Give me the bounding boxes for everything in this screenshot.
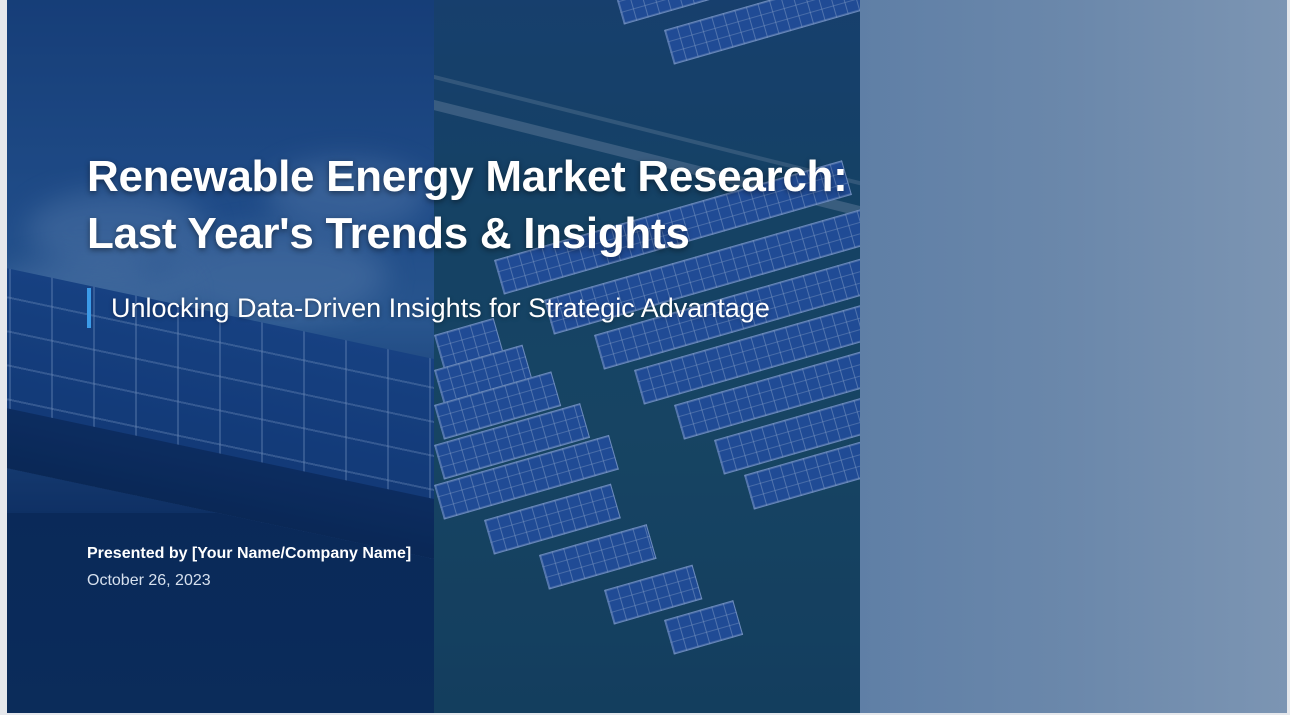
slide-title: Renewable Energy Market Research: Last Y… — [87, 148, 927, 262]
presentation-date: October 26, 2023 — [87, 572, 211, 589]
title-block: Renewable Energy Market Research: Last Y… — [87, 148, 927, 328]
presenter-name: Presented by [Your Name/Company Name] — [87, 545, 412, 562]
right-color-panel — [860, 0, 1287, 713]
slide-title-line2: Last Year's Trends & Insights — [87, 209, 690, 258]
title-slide: Renewable Energy Market Research: Last Y… — [7, 0, 1287, 713]
presenter-block: Presented by [Your Name/Company Name] Oc… — [87, 543, 411, 593]
slide-subtitle: Unlocking Data-Driven Insights for Strat… — [111, 292, 770, 323]
image-overlay — [7, 0, 860, 713]
solar-panels-sky-image — [7, 0, 434, 713]
aerial-solar-farm-image — [434, 0, 860, 713]
slide-title-line1: Renewable Energy Market Research: — [87, 152, 848, 201]
subtitle-block: Unlocking Data-Driven Insights for Strat… — [87, 288, 927, 328]
